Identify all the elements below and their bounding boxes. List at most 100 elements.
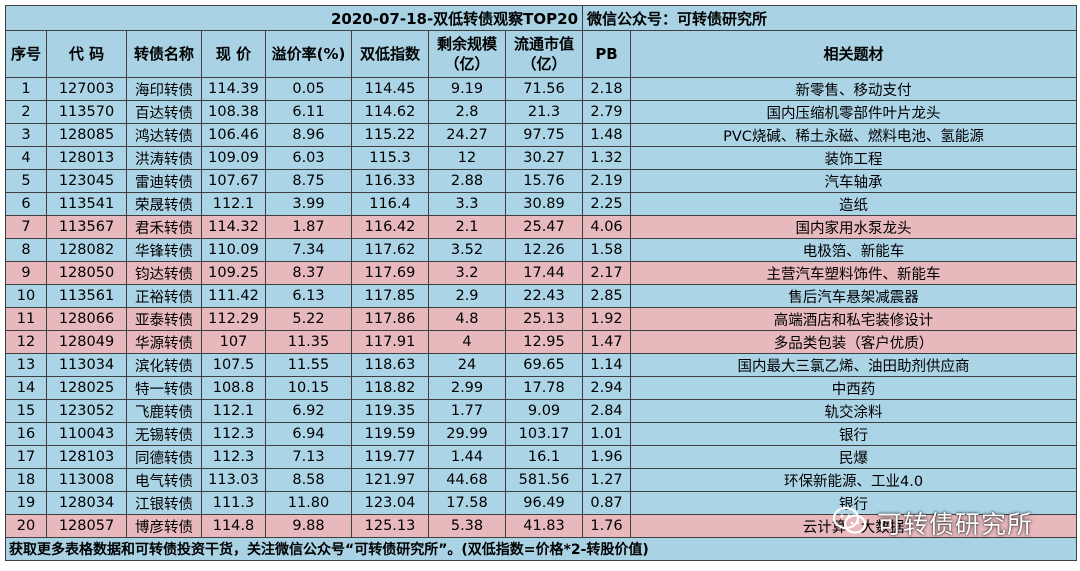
cell-name: 正裕转债 [126,284,202,308]
cell-remain: 3.52 [428,238,506,262]
cell-price: 113.03 [201,468,266,492]
cell-name: 荣晟转债 [126,192,202,216]
header-pb: PB [582,30,632,78]
table-row: 4 128013 洪涛转债 109.09 6.03 115.3 12 30.27 1.32 装饰工… [5,146,1078,170]
cell-name: 华锋转债 [126,238,202,262]
header-float-line1: 流通市值 [514,35,575,53]
table-row: 19 128034 江银转债 111.3 11.80 123.04 17.58 96.49 0.… [5,491,1078,515]
header-double-low: 双低指数 [351,30,429,78]
footer-note: 获取更多表格数据和可转债投资干货，关注微信公众号“可转债研究所”。(双低指数=价… [4,537,1078,561]
cell-name: 钧达转债 [126,261,202,285]
cell-premium: 8.58 [265,468,352,492]
cell-pb: 2.25 [582,192,632,216]
cell-theme: 银行 [630,491,1078,515]
cell-float: 96.49 [504,491,584,515]
cell-remain: 1.44 [428,445,506,469]
cell-float: 12.26 [504,238,584,262]
cell-no: 16 [5,422,47,446]
cell-code: 128057 [46,514,127,538]
cell-no: 8 [5,238,47,262]
cell-float: 15.76 [504,169,584,193]
title-row: 2020-07-18-双低转债观察TOP20 微信公众号：可转债研究所 [4,5,1078,31]
cell-code: 127003 [46,77,127,101]
cell-no: 17 [5,445,47,469]
cell-code: 123045 [46,169,127,193]
cell-theme: 民爆 [630,445,1078,469]
cell-code: 113541 [46,192,127,216]
cell-double-low: 125.13 [351,514,429,538]
table-row: 2 113570 百达转债 108.38 6.11 114.62 2.8 21.3 2.79 国内… [5,100,1078,124]
cell-name: 博彦转债 [126,514,202,538]
cell-price: 107.67 [201,169,266,193]
cell-double-low: 116.4 [351,192,429,216]
cell-price: 109.09 [201,146,266,170]
cell-price: 107.5 [201,353,266,377]
cell-double-low: 115.3 [351,146,429,170]
cell-remain: 4 [428,330,506,354]
header-premium: 溢价率(%) [265,30,352,78]
cell-double-low: 117.62 [351,238,429,262]
table-row: 6 113541 荣晟转债 112.1 3.99 116.4 3.3 30.89 2.25 造纸 [5,192,1078,216]
cell-premium: 8.75 [265,169,352,193]
cell-float: 25.47 [504,215,584,239]
cell-code: 128049 [46,330,127,354]
cell-name: 华源转债 [126,330,202,354]
cell-price: 109.25 [201,261,266,285]
table-row: 15 123052 飞鹿转债 112.1 6.92 119.35 1.77 9.09 2.84 轨… [5,399,1078,423]
cell-pb: 1.92 [582,307,632,331]
cell-no: 3 [5,123,47,147]
cell-float: 581.56 [504,468,584,492]
cell-name: 君禾转债 [126,215,202,239]
cell-price: 112.3 [201,422,266,446]
cell-remain: 12 [428,146,506,170]
cell-double-low: 121.97 [351,468,429,492]
table-row: 14 128025 特一转债 108.8 10.15 118.82 2.99 17.78 2.9… [5,376,1078,400]
table-body: 1 127003 海印转债 114.39 0.05 114.45 9.19 71.56 2.18… [5,77,1078,538]
cell-premium: 6.13 [265,284,352,308]
table-row: 18 113008 电气转债 113.03 8.58 121.97 44.68 581.56 1… [5,468,1078,492]
cell-code: 128085 [46,123,127,147]
cell-float: 25.13 [504,307,584,331]
cell-premium: 8.96 [265,123,352,147]
header-remaining-size: 剩余规模 （亿） [428,30,506,78]
cell-float: 30.89 [504,192,584,216]
cell-theme: 中西药 [630,376,1078,400]
header-no: 序号 [5,30,47,78]
cell-no: 18 [5,468,47,492]
cell-double-low: 123.04 [351,491,429,515]
cell-price: 112.1 [201,399,266,423]
table-row: 9 128050 钧达转债 109.25 8.37 117.69 3.2 17.44 2.17 主… [5,261,1078,285]
cell-price: 112.29 [201,307,266,331]
table-row: 16 110043 无锡转债 112.3 6.94 119.59 29.99 103.17 1.… [5,422,1078,446]
cell-double-low: 119.77 [351,445,429,469]
cell-no: 5 [5,169,47,193]
cell-float: 12.95 [504,330,584,354]
cell-name: 同德转债 [126,445,202,469]
cell-name: 亚泰转债 [126,307,202,331]
cell-pb: 1.48 [582,123,632,147]
cell-theme: 汽车轴承 [630,169,1078,193]
cell-float: 17.44 [504,261,584,285]
table-row: 13 113034 滨化转债 107.5 11.55 118.63 24 69.65 1.14 国… [5,353,1078,377]
cell-premium: 9.88 [265,514,352,538]
cell-theme: 新零售、移动支付 [630,77,1078,101]
table-row: 20 128057 博彦转债 114.8 9.88 125.13 5.38 41.83 1.76… [5,514,1078,538]
cell-no: 2 [5,100,47,124]
cell-no: 13 [5,353,47,377]
cell-no: 20 [5,514,47,538]
cell-float: 16.1 [504,445,584,469]
cell-code: 128082 [46,238,127,262]
header-name: 转债名称 [126,30,202,78]
cell-no: 11 [5,307,47,331]
cell-no: 4 [5,146,47,170]
cell-theme: 造纸 [630,192,1078,216]
cell-remain: 9.19 [428,77,506,101]
cell-remain: 44.68 [428,468,506,492]
cell-theme: 国内压缩机零部件叶片龙头 [630,100,1078,124]
cell-pb: 1.96 [582,445,632,469]
cell-theme: 高端酒店和私宅装修设计 [630,307,1078,331]
cell-double-low: 117.91 [351,330,429,354]
cell-price: 110.09 [201,238,266,262]
table-row: 5 123045 雷迪转债 107.67 8.75 116.33 2.88 15.76 2.19… [5,169,1078,193]
cell-remain: 3.2 [428,261,506,285]
